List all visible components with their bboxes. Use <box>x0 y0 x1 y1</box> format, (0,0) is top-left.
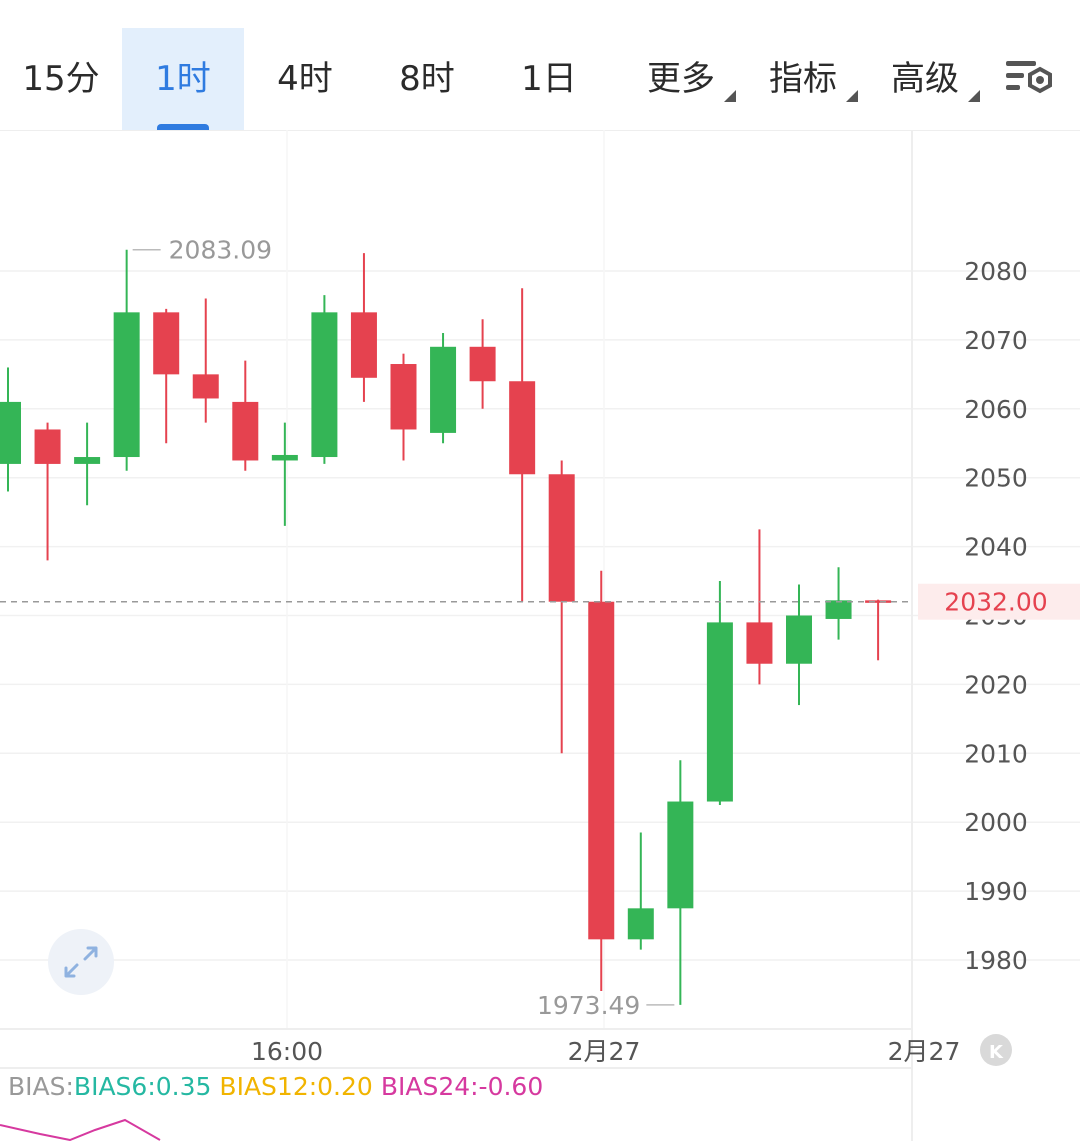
y-tick-label: 1980 <box>964 946 1028 975</box>
candle-body <box>786 615 812 664</box>
jump-to-latest-button[interactable]: K <box>980 1034 1012 1066</box>
bias-indicator-legend: BIAS:BIAS6:0.35 BIAS12:0.20 BIAS24:-0.60 <box>8 1072 543 1101</box>
candle <box>74 422 101 506</box>
candle-body <box>232 401 259 461</box>
candle <box>786 584 812 706</box>
last-price-tag-bg <box>918 583 1080 620</box>
candle <box>667 760 694 1005</box>
candle <box>509 288 536 602</box>
candle-body <box>746 622 773 664</box>
candle <box>232 360 259 471</box>
candle <box>627 832 654 950</box>
tab-label: 1日 <box>521 58 577 99</box>
grid-lines <box>0 130 1080 1029</box>
tab-label: 4时 <box>277 58 333 99</box>
bias24-value: BIAS24:-0.60 <box>380 1072 544 1101</box>
candle-body <box>271 454 298 461</box>
x-label-feb27: 2月27 <box>568 1037 641 1066</box>
candle-body <box>311 312 338 458</box>
candlestick-chart[interactable]: 2080207020602050204020302020201020001990… <box>0 130 1080 1141</box>
bias-line <box>0 1118 161 1141</box>
y-tick-label: 2080 <box>964 257 1028 286</box>
candle <box>350 253 377 402</box>
y-tick-label: 2000 <box>964 808 1028 837</box>
candle <box>706 581 733 805</box>
candle <box>548 460 575 754</box>
candles <box>0 249 892 1005</box>
tab-label: 高级 <box>891 58 959 99</box>
tab-8h[interactable]: 8时 <box>366 28 488 130</box>
dropdown-triangle-icon <box>846 90 858 102</box>
candle <box>588 570 615 992</box>
dropdown-triangle-icon <box>968 90 980 102</box>
candle-body <box>865 600 892 603</box>
candle-body <box>548 474 575 602</box>
tab-indicators[interactable]: 指标 <box>742 28 864 130</box>
tab-4h[interactable]: 4时 <box>244 28 366 130</box>
max-price-label: 2083.09 <box>169 236 272 265</box>
y-tick-label: 2010 <box>964 739 1028 768</box>
y-tick-label: 2020 <box>964 670 1028 699</box>
candle-body <box>430 346 457 433</box>
x-label-feb27-right: 2月27 <box>888 1037 961 1066</box>
candle-body <box>588 601 615 940</box>
x-label-1600: 16:00 <box>251 1037 323 1066</box>
candle-body <box>667 801 694 909</box>
candle <box>311 295 338 464</box>
candle <box>34 422 61 561</box>
tab-1h[interactable]: 1时 <box>122 28 244 130</box>
candle <box>469 319 496 409</box>
candle-body <box>34 429 61 464</box>
bias-label: BIAS: <box>8 1072 74 1101</box>
candle <box>865 599 892 661</box>
candle <box>825 567 852 640</box>
candle <box>113 249 140 471</box>
y-tick-label: 1990 <box>964 877 1028 906</box>
bias12-value: BIAS12:0.20 <box>219 1072 373 1101</box>
candle <box>390 353 417 461</box>
y-tick-label: 2050 <box>964 464 1028 493</box>
tab-15min[interactable]: 15分 <box>0 28 122 130</box>
tab-label: 指标 <box>769 58 837 99</box>
fullscreen-icon[interactable] <box>48 929 114 995</box>
candle-body <box>390 364 417 430</box>
candle-body <box>509 381 536 475</box>
tab-label: 1时 <box>155 58 211 99</box>
candle-body <box>350 312 377 378</box>
min-price-label: 1973.49 <box>537 991 640 1020</box>
candle-body <box>192 374 219 399</box>
candle <box>153 308 180 444</box>
candle <box>746 529 773 685</box>
candle-body <box>706 622 733 802</box>
svg-text:K: K <box>989 1042 1004 1063</box>
y-axis-ticks: 2080207020602050204020302020201020001990… <box>964 257 1028 975</box>
y-tick-label: 2070 <box>964 326 1028 355</box>
tab-label: 8时 <box>399 58 455 99</box>
bias6-value: BIAS6:0.35 <box>73 1072 212 1101</box>
tab-1d[interactable]: 1日 <box>488 28 610 130</box>
timeframe-toolbar: 15分 1时 4时 8时 1日 更多 指标 高级 <box>0 0 1080 130</box>
toolbar-divider <box>0 130 1080 131</box>
candle-body <box>74 457 101 464</box>
candle-body <box>0 401 21 464</box>
candle <box>430 333 457 444</box>
candle <box>271 422 298 526</box>
candle-body <box>469 346 496 382</box>
candle-body <box>825 600 852 619</box>
tab-advanced[interactable]: 高级 <box>864 28 986 130</box>
candle-body <box>627 908 654 940</box>
candle <box>0 367 21 492</box>
candle-body <box>153 312 180 375</box>
chart-settings-icon[interactable] <box>1000 55 1060 105</box>
active-tab-indicator <box>157 124 209 130</box>
tab-label: 更多 <box>647 58 715 99</box>
dropdown-triangle-icon <box>724 90 736 102</box>
tab-more[interactable]: 更多 <box>620 28 742 130</box>
last-price-label: 2032.00 <box>944 588 1047 617</box>
y-tick-label: 2040 <box>964 533 1028 562</box>
tab-label: 15分 <box>22 58 100 99</box>
candle-body <box>113 312 140 458</box>
candle <box>192 298 219 423</box>
y-tick-label: 2060 <box>964 395 1028 424</box>
